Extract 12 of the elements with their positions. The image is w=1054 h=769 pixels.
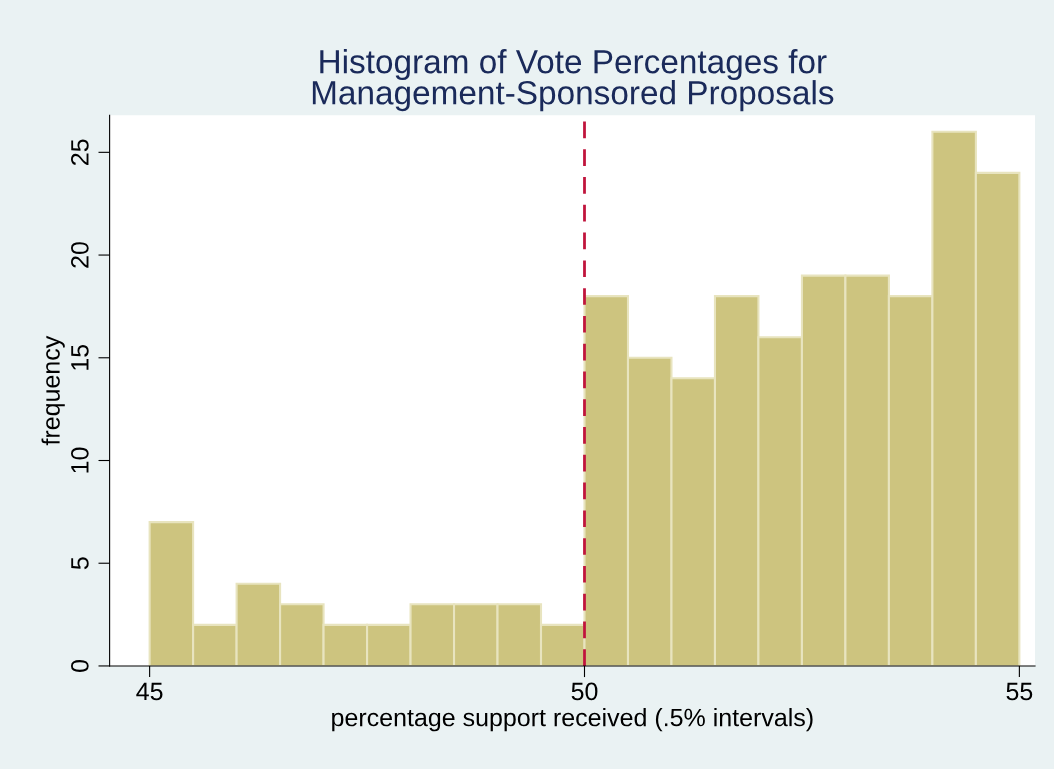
x-tick-label: 45 <box>136 682 163 701</box>
y-tick-label: 25 <box>71 139 89 165</box>
y-tick-label: 0 <box>71 659 89 672</box>
chart-title: Histogram of Vote Percentages for Management-Sponsored Proposals <box>312 49 834 112</box>
y-axis-title: frequency <box>41 335 65 446</box>
x-tick-label: 55 <box>1006 682 1033 701</box>
y-tick-label: 5 <box>71 557 89 570</box>
y-tick-label: 15 <box>71 344 89 370</box>
x-tick-label: 50 <box>571 682 598 701</box>
x-axis-title: percentage support received (.5% intervals) <box>332 708 813 732</box>
y-tick-label: 10 <box>71 447 89 473</box>
y-tick-label: 20 <box>71 242 89 268</box>
